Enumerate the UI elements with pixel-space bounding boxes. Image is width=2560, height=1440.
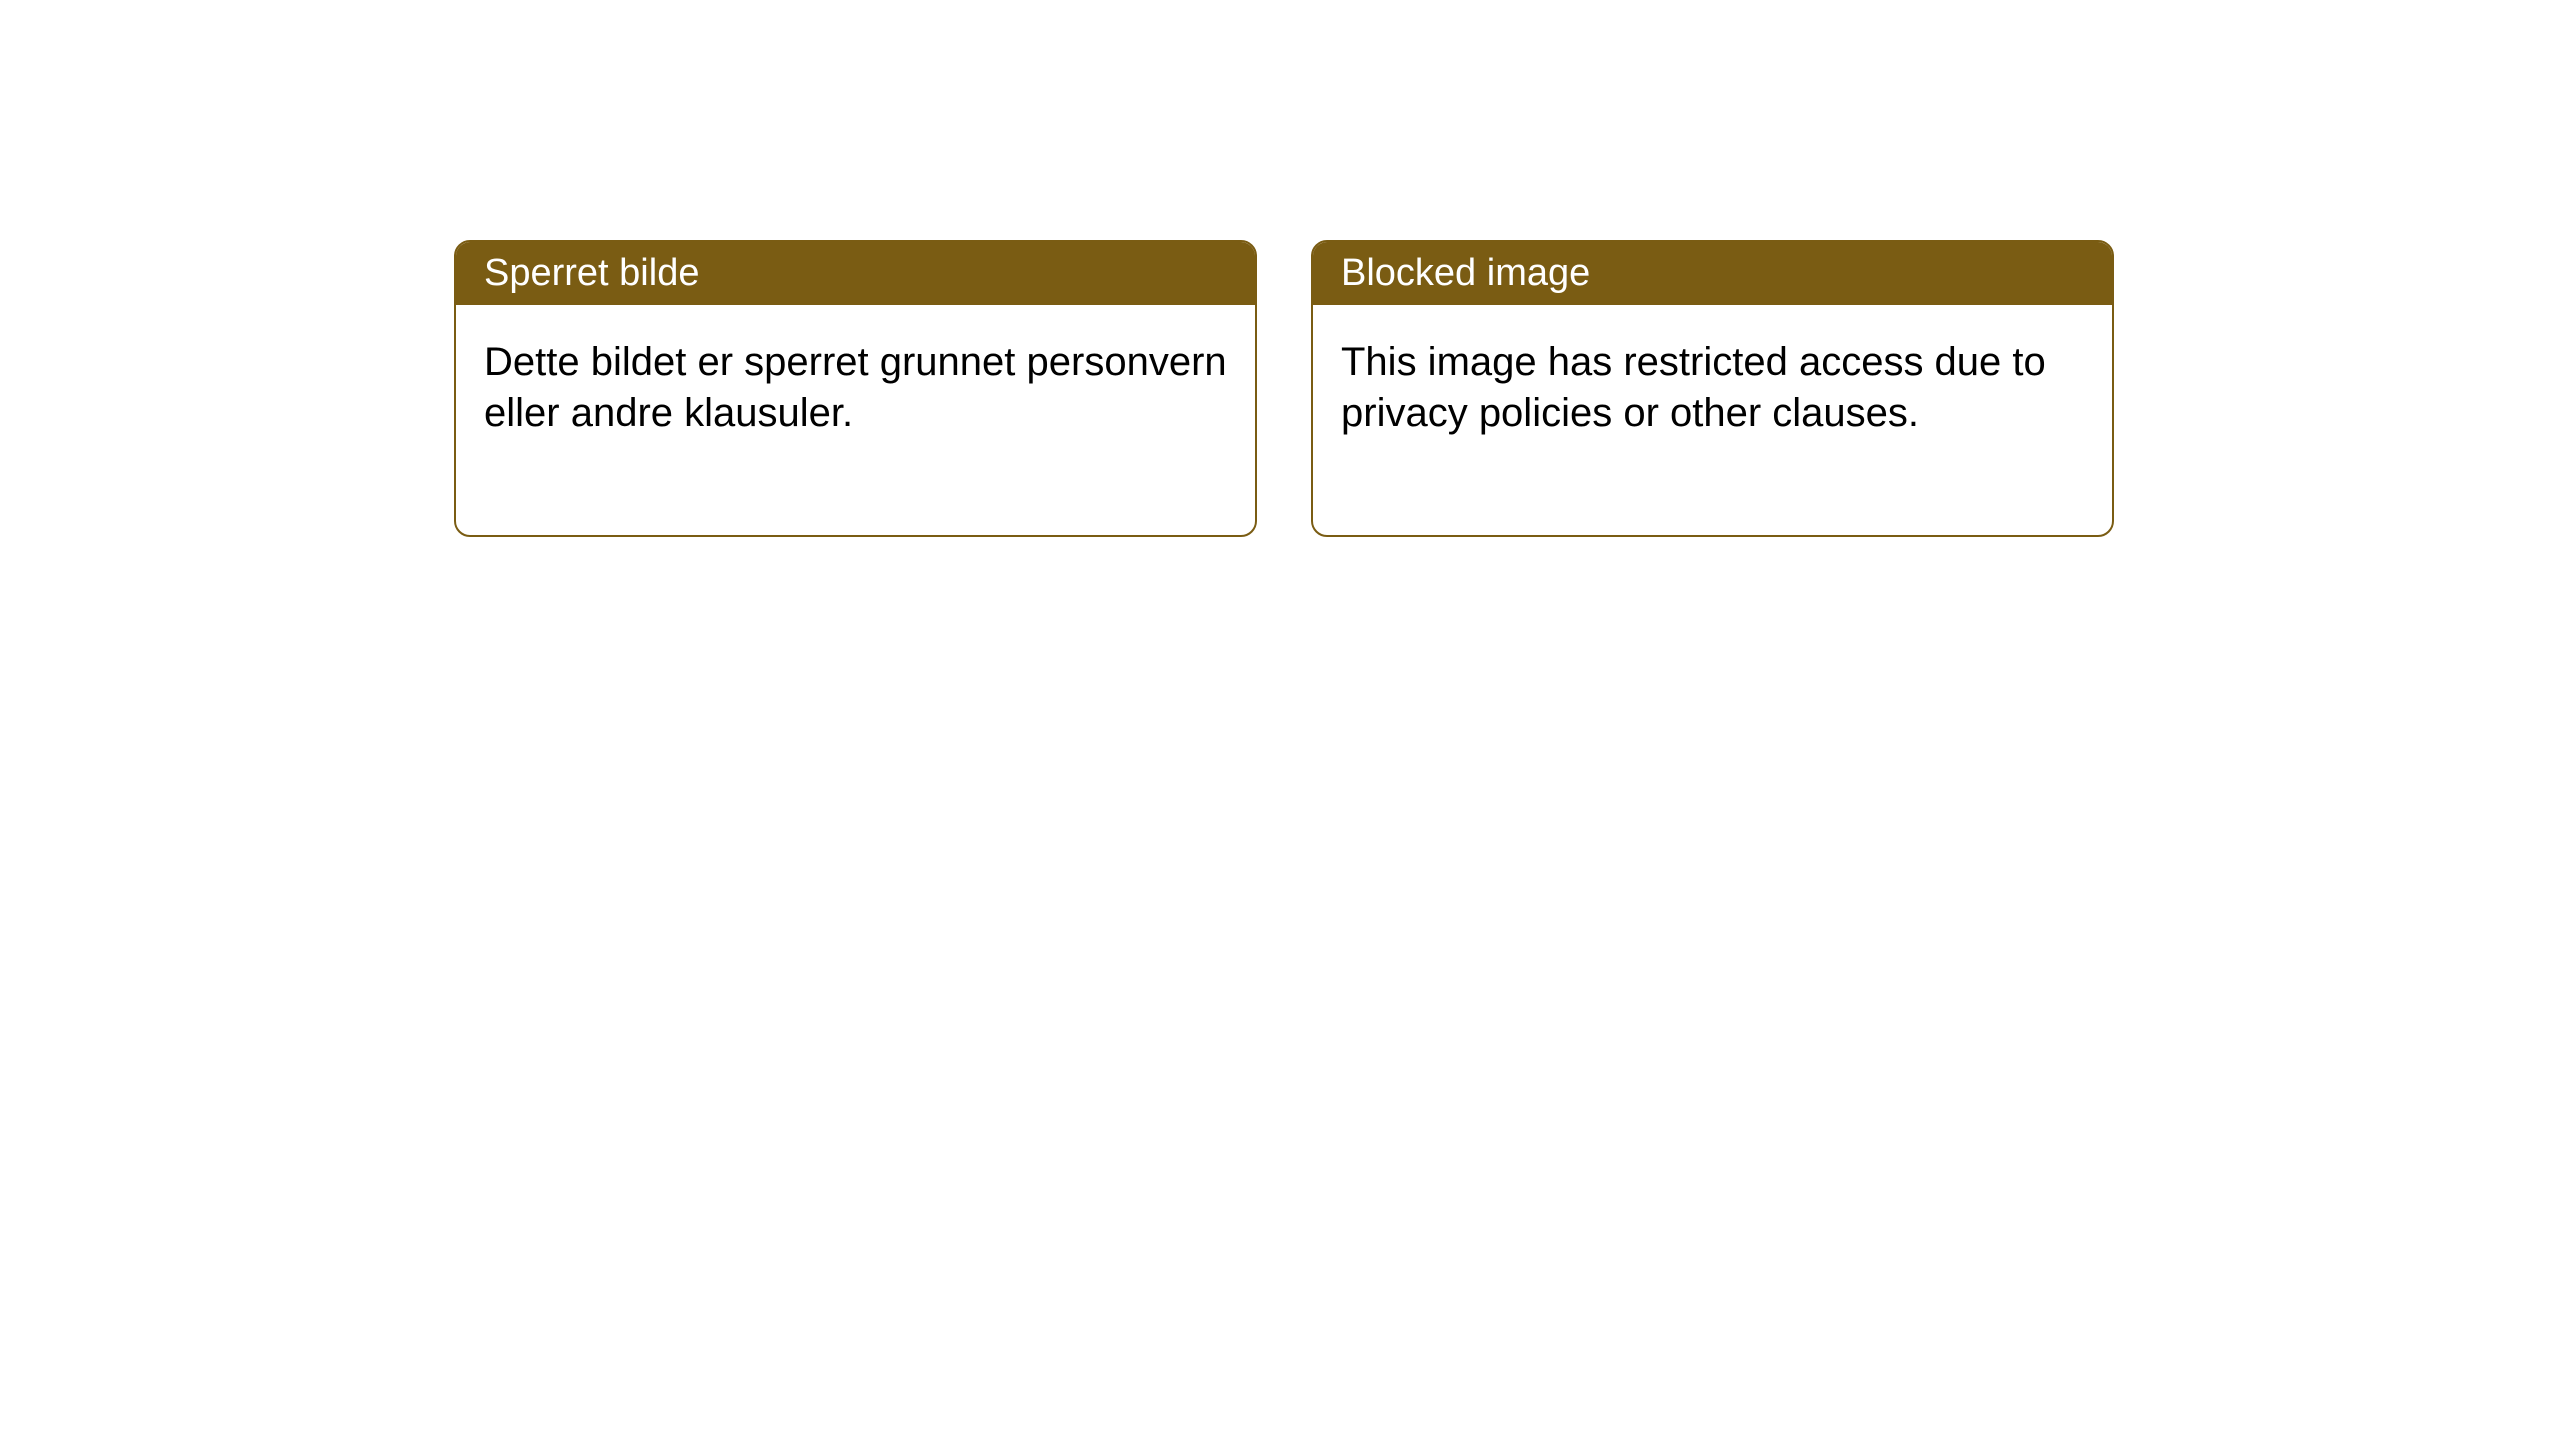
card-body-text-en: This image has restricted access due to … (1341, 340, 2046, 435)
card-header-title-en: Blocked image (1341, 252, 1590, 294)
card-body-en: This image has restricted access due to … (1313, 305, 2112, 535)
card-body-text-no: Dette bildet er sperret grunnet personve… (484, 340, 1227, 435)
card-header-no: Sperret bilde (456, 242, 1255, 305)
blocked-image-card-en: Blocked image This image has restricted … (1311, 240, 2114, 537)
card-body-no: Dette bildet er sperret grunnet personve… (456, 305, 1255, 535)
card-header-en: Blocked image (1313, 242, 2112, 305)
card-header-title-no: Sperret bilde (484, 252, 699, 294)
blocked-image-card-no: Sperret bilde Dette bildet er sperret gr… (454, 240, 1257, 537)
notice-cards-container: Sperret bilde Dette bildet er sperret gr… (0, 0, 2560, 537)
